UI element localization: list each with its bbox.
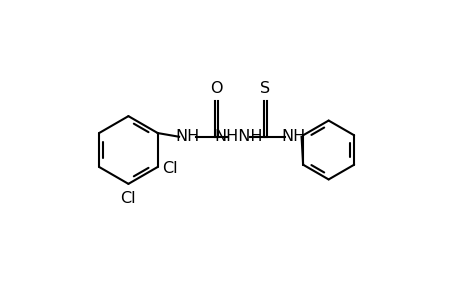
Text: NH: NH [175,129,199,144]
Text: Cl: Cl [162,161,177,176]
Text: NH: NH [280,129,305,144]
Text: S: S [260,80,270,95]
Text: Cl: Cl [120,191,136,206]
Text: NHNH: NHNH [214,129,263,144]
Text: O: O [210,80,223,95]
